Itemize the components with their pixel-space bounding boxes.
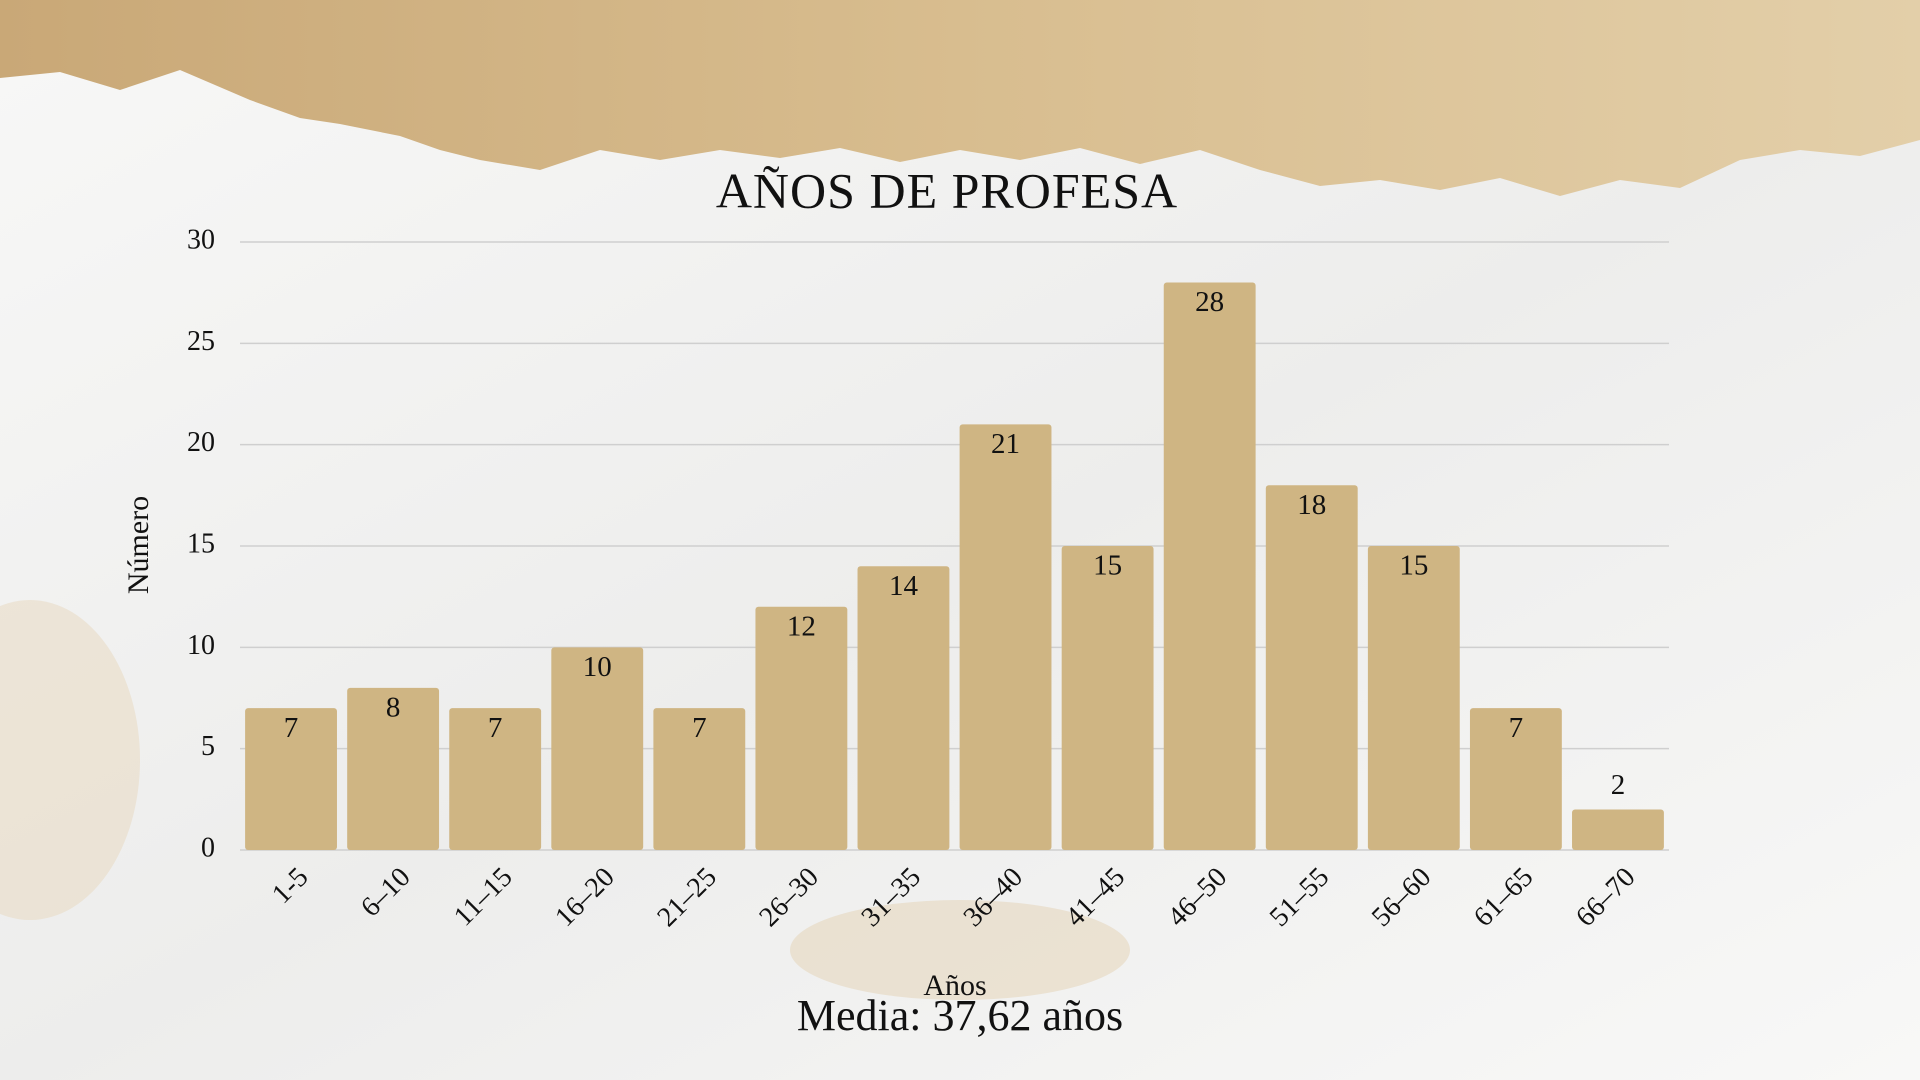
data-label: 7 xyxy=(1509,712,1524,744)
y-tick-label: 5 xyxy=(201,731,215,762)
bar xyxy=(1572,809,1664,850)
y-tick-label: 0 xyxy=(201,832,215,863)
stain xyxy=(0,600,140,920)
data-label: 28 xyxy=(1195,286,1224,318)
data-label: 15 xyxy=(1399,550,1428,582)
y-axis-label: Número xyxy=(122,496,155,594)
y-tick-label: 20 xyxy=(187,427,215,458)
bar xyxy=(755,606,848,850)
bar xyxy=(1163,282,1256,850)
data-label: 7 xyxy=(284,712,299,744)
bar xyxy=(653,708,746,850)
bar xyxy=(857,566,950,850)
bar xyxy=(551,647,644,850)
data-label: 21 xyxy=(991,428,1020,460)
annotation: Media: 37,62 años xyxy=(797,991,1123,1040)
bar xyxy=(959,424,1052,850)
x-axis-label: Años xyxy=(923,969,986,1002)
data-label: 12 xyxy=(787,610,816,642)
stain xyxy=(790,900,1130,1000)
data-label: 7 xyxy=(692,712,707,744)
data-label: 2 xyxy=(1611,769,1626,801)
data-label: 10 xyxy=(583,651,612,683)
data-label: 7 xyxy=(488,712,503,744)
bar xyxy=(1367,546,1460,850)
bar xyxy=(1061,546,1154,850)
bar xyxy=(449,708,542,850)
y-tick-label: 10 xyxy=(187,630,215,661)
chart-title: AÑOS DE PROFESA xyxy=(716,162,1178,218)
y-tick-label: 15 xyxy=(187,528,215,559)
y-tick-label: 25 xyxy=(187,326,215,357)
bar xyxy=(347,687,440,850)
y-tick-label: 30 xyxy=(187,224,215,255)
bar xyxy=(1265,485,1358,850)
data-label: 15 xyxy=(1093,550,1122,582)
bar xyxy=(245,708,337,850)
bar xyxy=(1469,708,1562,850)
data-label: 14 xyxy=(889,570,919,602)
data-label: 8 xyxy=(386,692,401,724)
data-label: 18 xyxy=(1297,489,1326,521)
